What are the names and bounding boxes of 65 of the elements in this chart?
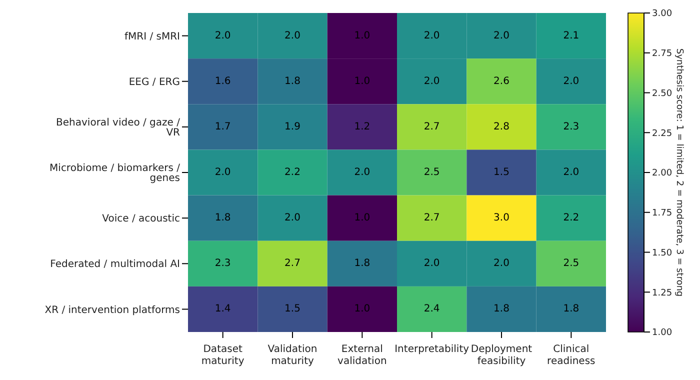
data-label: 2.0	[284, 212, 300, 224]
color-bar-label: 2.25	[652, 128, 672, 139]
data-label: 1.0	[354, 304, 370, 315]
data-label: 2.0	[424, 30, 440, 42]
data-label: 1.2	[354, 121, 370, 132]
y-tick-label: Voice / acoustic	[102, 214, 180, 225]
data-label: 2.5	[563, 258, 580, 270]
data-label: 1.6	[214, 76, 231, 87]
data-label: 1.0	[354, 76, 370, 87]
data-label: 2.0	[214, 30, 231, 42]
data-label: 2.6	[494, 76, 510, 87]
color-bar-label: 1.25	[652, 288, 672, 298]
data-label: 1.8	[494, 304, 510, 315]
data-label: 2.0	[284, 30, 300, 42]
data-label: 2.8	[494, 121, 510, 132]
data-label: 1.8	[284, 76, 300, 87]
data-label: 2.0	[214, 167, 231, 178]
x-tick-label: Dataset maturity	[201, 344, 244, 367]
data-label: 2.0	[563, 76, 580, 87]
data-label: 2.3	[214, 258, 231, 270]
x-tick-label: Clinical readiness	[547, 344, 596, 367]
y-tick-label: Microbiome / biomarkers / genes	[50, 163, 181, 184]
color-bar-label: 1.00	[652, 328, 672, 338]
y-tick-label: EEG / ERG	[128, 76, 180, 88]
x-tick-label: Deployment feasibility	[470, 344, 532, 367]
data-label: 1.7	[214, 121, 231, 132]
color-bar-label: 2.50	[652, 88, 672, 99]
data-label: 1.4	[214, 304, 231, 315]
data-label: 2.2	[563, 212, 580, 224]
data-label: 2.7	[424, 121, 440, 132]
color-bar-label: 2.75	[652, 49, 672, 60]
x-tick-label: Validation maturity	[268, 344, 318, 367]
data-label: 2.0	[424, 76, 440, 87]
data-label: 2.0	[354, 167, 370, 178]
y-tick-label: Federated / multimodal AI	[50, 259, 180, 270]
data-label: 2.0	[494, 30, 510, 42]
y-tick-label: XR / intervention platforms	[44, 304, 180, 316]
color-bar-label: 1.50	[652, 248, 672, 258]
data-label: 2.7	[424, 212, 440, 224]
data-label: 1.5	[284, 304, 300, 315]
data-label: 2.0	[563, 167, 580, 178]
color-bar-label: 1.75	[652, 208, 672, 219]
data-label: 2.7	[284, 258, 300, 270]
x-tick-label: External validation	[338, 344, 387, 367]
data-label: 2.0	[494, 258, 510, 270]
data-label: 2.3	[563, 121, 580, 132]
data-label: 1.8	[563, 304, 580, 315]
data-label: 2.1	[563, 30, 580, 42]
y-tick-label: Behavioral video / gaze / VR	[56, 117, 181, 138]
data-label: 1.0	[354, 30, 370, 42]
data-label: 2.5	[424, 167, 440, 178]
data-label: 2.0	[424, 258, 440, 270]
color-bar-title: Synthesis score: 1 = limited, 2 = moderate, 3 = strong	[674, 48, 684, 297]
data-label: 2.2	[284, 167, 300, 178]
data-label: 1.5	[494, 167, 510, 178]
data-label: 1.8	[214, 212, 231, 224]
data-label: 2.4	[424, 304, 440, 315]
x-tick-label: Interpretability	[394, 344, 470, 355]
color-bar-label: 3.00	[652, 9, 672, 20]
data-label: 1.8	[354, 258, 370, 270]
data-label: 1.0	[354, 212, 370, 224]
data-label: 3.0	[494, 212, 510, 224]
data-label: 1.9	[284, 121, 300, 132]
color-bar-label: 2.00	[652, 168, 672, 179]
y-tick-label: fMRI / sMRI	[124, 31, 180, 42]
